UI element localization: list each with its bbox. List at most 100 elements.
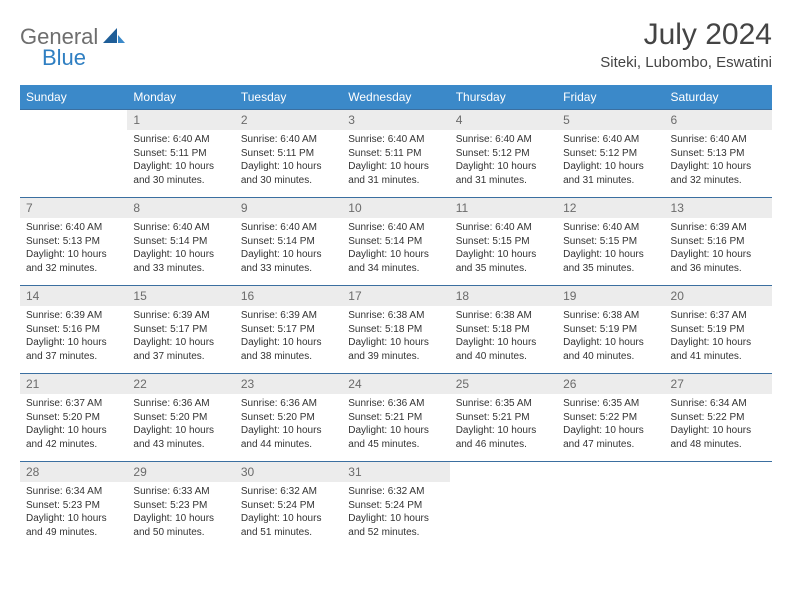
day-details: Sunrise: 6:32 AMSunset: 5:24 PMDaylight:… [235,482,342,543]
sunrise-text: Sunrise: 6:37 AM [671,309,766,323]
day-number: 3 [342,110,449,130]
day-number: 27 [665,374,772,394]
sunrise-text: Sunrise: 6:32 AM [241,485,336,499]
day-details: Sunrise: 6:38 AMSunset: 5:18 PMDaylight:… [342,306,449,367]
day-number: 25 [450,374,557,394]
daylight-line1: Daylight: 10 hours [133,512,228,526]
daylight-line1: Daylight: 10 hours [348,336,443,350]
sunset-text: Sunset: 5:19 PM [671,323,766,337]
daylight-line1: Daylight: 10 hours [133,336,228,350]
day-details: Sunrise: 6:37 AMSunset: 5:20 PMDaylight:… [20,394,127,455]
day-details: Sunrise: 6:40 AMSunset: 5:13 PMDaylight:… [665,130,772,191]
daylight-line2: and 49 minutes. [26,526,121,540]
day-details: Sunrise: 6:38 AMSunset: 5:18 PMDaylight:… [450,306,557,367]
daylight-line2: and 30 minutes. [241,174,336,188]
daylight-line1: Daylight: 10 hours [133,248,228,262]
sunrise-text: Sunrise: 6:40 AM [563,133,658,147]
weekday-header-row: SundayMondayTuesdayWednesdayThursdayFrid… [20,85,772,110]
sunset-text: Sunset: 5:15 PM [456,235,551,249]
calendar-day-cell: 11Sunrise: 6:40 AMSunset: 5:15 PMDayligh… [450,198,557,286]
sunset-text: Sunset: 5:14 PM [348,235,443,249]
day-number: 4 [450,110,557,130]
sunrise-text: Sunrise: 6:35 AM [563,397,658,411]
day-details: Sunrise: 6:40 AMSunset: 5:14 PMDaylight:… [342,218,449,279]
daylight-line1: Daylight: 10 hours [241,336,336,350]
sunrise-text: Sunrise: 6:36 AM [241,397,336,411]
daylight-line2: and 48 minutes. [671,438,766,452]
day-number: 22 [127,374,234,394]
day-number: 16 [235,286,342,306]
day-number: 26 [557,374,664,394]
daylight-line1: Daylight: 10 hours [671,336,766,350]
sunrise-text: Sunrise: 6:40 AM [241,133,336,147]
sunset-text: Sunset: 5:18 PM [348,323,443,337]
sunrise-text: Sunrise: 6:40 AM [671,133,766,147]
weekday-header: Friday [557,85,664,110]
day-number: 19 [557,286,664,306]
daylight-line2: and 43 minutes. [133,438,228,452]
calendar-day-cell: 14Sunrise: 6:39 AMSunset: 5:16 PMDayligh… [20,286,127,374]
daylight-line2: and 42 minutes. [26,438,121,452]
day-number: 31 [342,462,449,482]
sunrise-text: Sunrise: 6:39 AM [26,309,121,323]
daylight-line1: Daylight: 10 hours [456,424,551,438]
sunrise-text: Sunrise: 6:38 AM [563,309,658,323]
calendar-empty-cell [665,462,772,550]
daylight-line1: Daylight: 10 hours [241,160,336,174]
calendar-day-cell: 5Sunrise: 6:40 AMSunset: 5:12 PMDaylight… [557,110,664,198]
logo-text-2: Blue [42,45,86,70]
day-details: Sunrise: 6:40 AMSunset: 5:15 PMDaylight:… [450,218,557,279]
daylight-line2: and 32 minutes. [671,174,766,188]
daylight-line1: Daylight: 10 hours [671,248,766,262]
calendar-empty-cell [450,462,557,550]
sunrise-text: Sunrise: 6:34 AM [26,485,121,499]
day-number: 14 [20,286,127,306]
day-number: 17 [342,286,449,306]
sunset-text: Sunset: 5:11 PM [241,147,336,161]
calendar-day-cell: 6Sunrise: 6:40 AMSunset: 5:13 PMDaylight… [665,110,772,198]
calendar-day-cell: 8Sunrise: 6:40 AMSunset: 5:14 PMDaylight… [127,198,234,286]
calendar-day-cell: 7Sunrise: 6:40 AMSunset: 5:13 PMDaylight… [20,198,127,286]
daylight-line1: Daylight: 10 hours [348,512,443,526]
sunrise-text: Sunrise: 6:39 AM [241,309,336,323]
sunset-text: Sunset: 5:18 PM [456,323,551,337]
sunset-text: Sunset: 5:20 PM [26,411,121,425]
sunrise-text: Sunrise: 6:40 AM [348,133,443,147]
sunrise-text: Sunrise: 6:36 AM [348,397,443,411]
daylight-line1: Daylight: 10 hours [456,160,551,174]
calendar-day-cell: 23Sunrise: 6:36 AMSunset: 5:20 PMDayligh… [235,374,342,462]
calendar-day-cell: 21Sunrise: 6:37 AMSunset: 5:20 PMDayligh… [20,374,127,462]
sunset-text: Sunset: 5:12 PM [563,147,658,161]
day-details: Sunrise: 6:36 AMSunset: 5:21 PMDaylight:… [342,394,449,455]
daylight-line1: Daylight: 10 hours [456,248,551,262]
daylight-line1: Daylight: 10 hours [348,248,443,262]
weekday-header: Saturday [665,85,772,110]
sunset-text: Sunset: 5:16 PM [671,235,766,249]
sunset-text: Sunset: 5:21 PM [348,411,443,425]
sunset-text: Sunset: 5:17 PM [133,323,228,337]
daylight-line2: and 37 minutes. [26,350,121,364]
sunset-text: Sunset: 5:11 PM [348,147,443,161]
day-details: Sunrise: 6:40 AMSunset: 5:12 PMDaylight:… [450,130,557,191]
daylight-line2: and 36 minutes. [671,262,766,276]
daylight-line2: and 31 minutes. [456,174,551,188]
daylight-line2: and 40 minutes. [563,350,658,364]
day-details: Sunrise: 6:40 AMSunset: 5:12 PMDaylight:… [557,130,664,191]
sunset-text: Sunset: 5:19 PM [563,323,658,337]
day-number: 24 [342,374,449,394]
sunrise-text: Sunrise: 6:38 AM [348,309,443,323]
daylight-line2: and 51 minutes. [241,526,336,540]
day-details: Sunrise: 6:34 AMSunset: 5:22 PMDaylight:… [665,394,772,455]
daylight-line1: Daylight: 10 hours [133,424,228,438]
daylight-line1: Daylight: 10 hours [563,424,658,438]
day-details: Sunrise: 6:40 AMSunset: 5:13 PMDaylight:… [20,218,127,279]
day-number: 23 [235,374,342,394]
sunrise-text: Sunrise: 6:36 AM [133,397,228,411]
calendar-day-cell: 24Sunrise: 6:36 AMSunset: 5:21 PMDayligh… [342,374,449,462]
calendar-week-row: 1Sunrise: 6:40 AMSunset: 5:11 PMDaylight… [20,110,772,198]
daylight-line2: and 31 minutes. [563,174,658,188]
daylight-line2: and 38 minutes. [241,350,336,364]
daylight-line1: Daylight: 10 hours [26,248,121,262]
sunset-text: Sunset: 5:22 PM [671,411,766,425]
daylight-line1: Daylight: 10 hours [671,160,766,174]
